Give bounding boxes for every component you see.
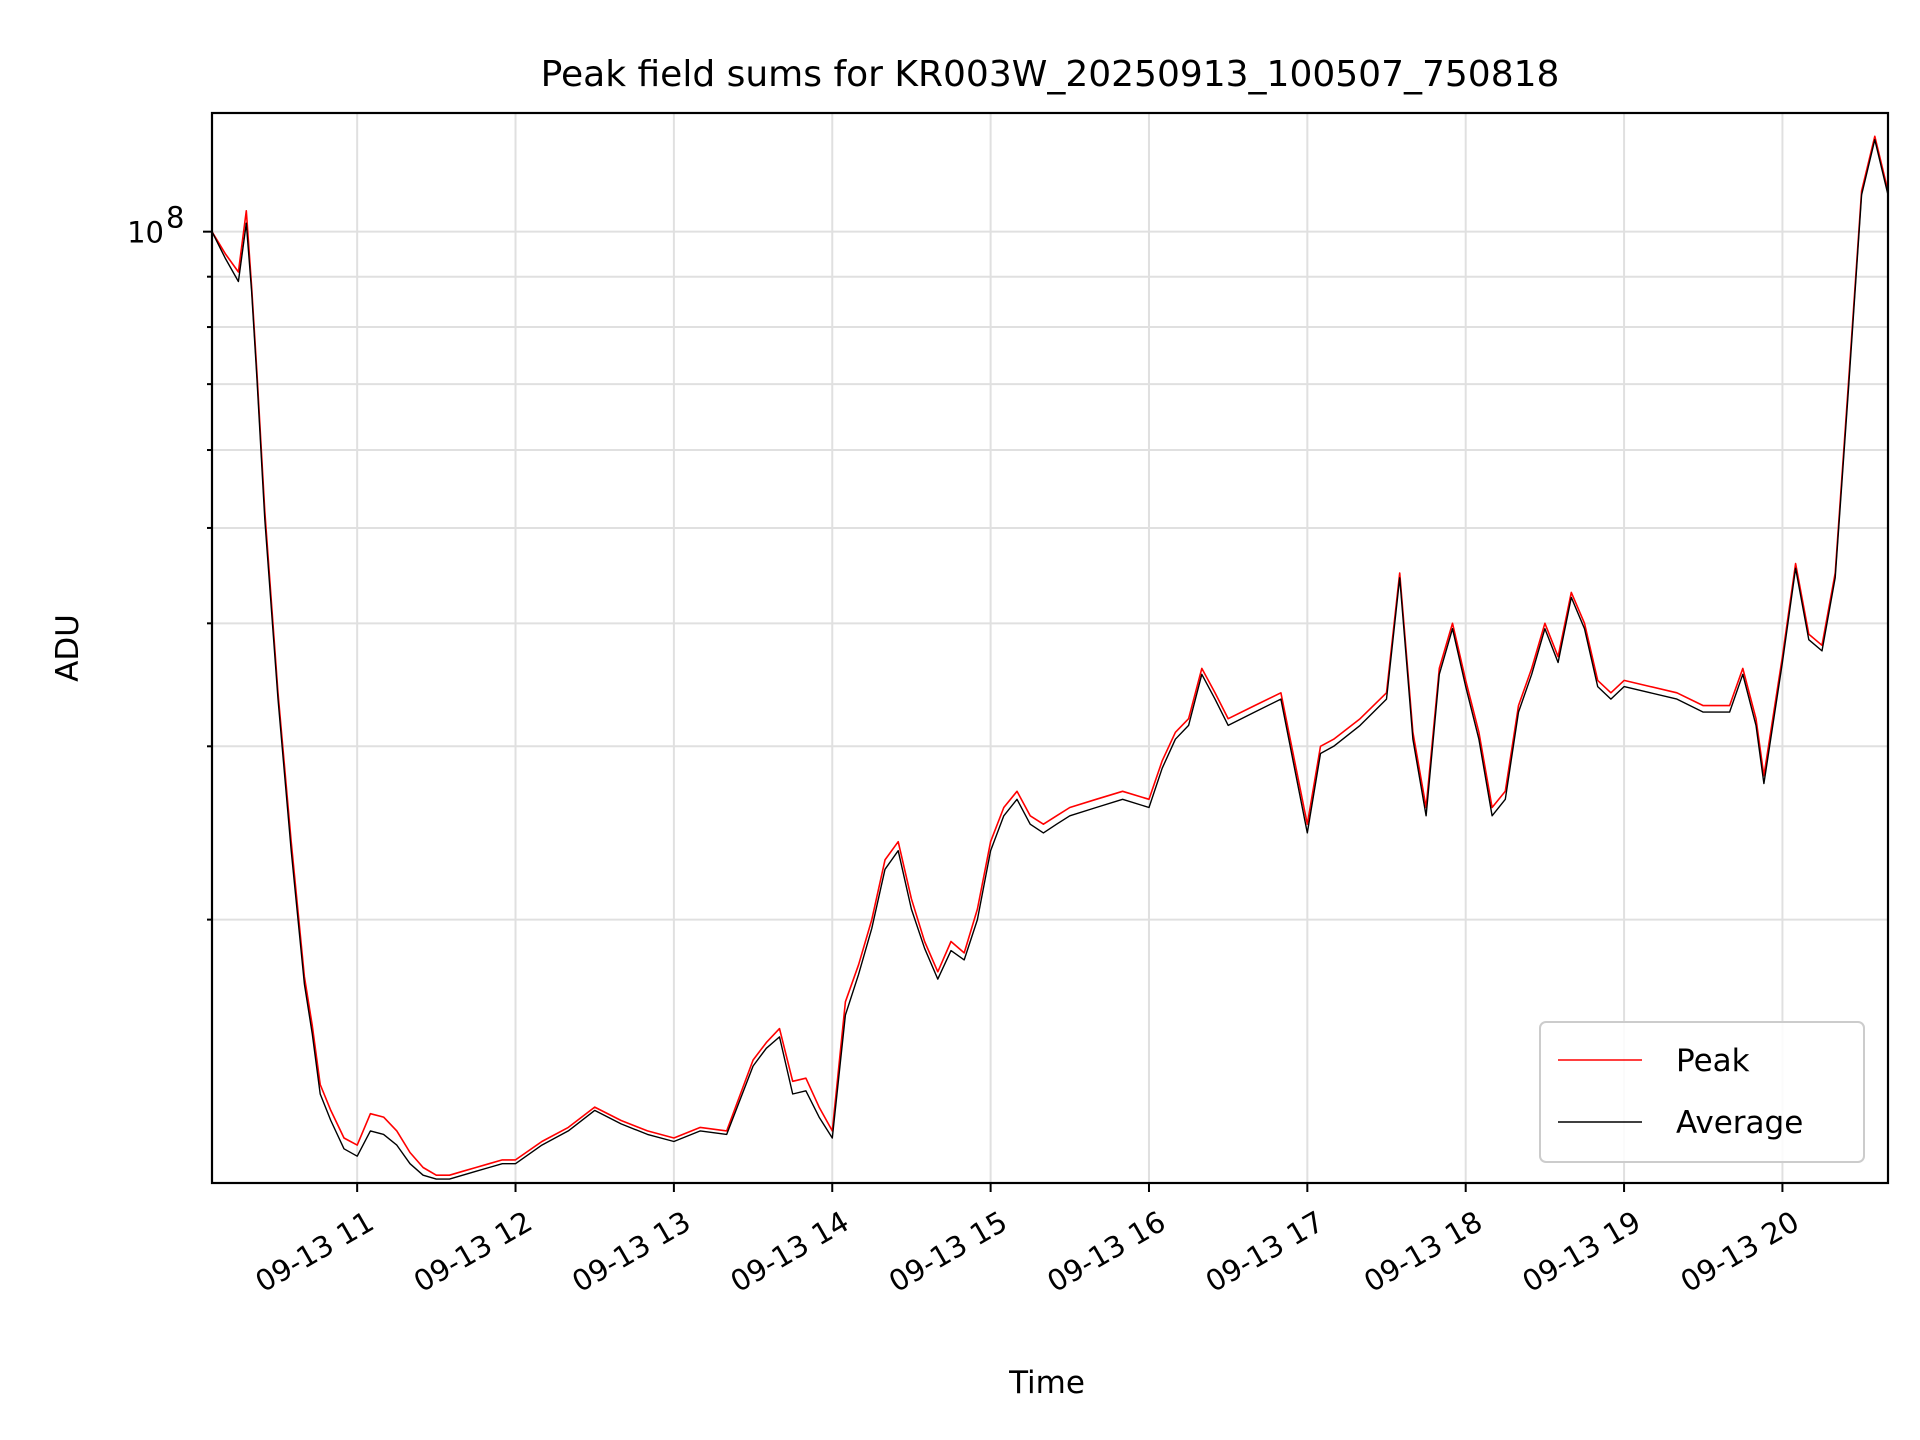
- chart-title: Peak field sums for KR003W_20250913_1005…: [541, 54, 1560, 95]
- legend: Peak Average: [1539, 1021, 1865, 1163]
- x-tick-label: 09-13 15: [883, 1204, 1013, 1299]
- series-line-average: [211, 138, 1889, 1180]
- x-tick-label: 09-13 18: [1358, 1204, 1488, 1299]
- x-tick-label: 09-13 14: [725, 1204, 855, 1299]
- legend-average-label: Average: [1676, 1105, 1803, 1141]
- x-axis-label: Time: [1008, 1365, 1085, 1401]
- x-tick-label: 09-13 16: [1041, 1204, 1171, 1299]
- x-tick-label: 09-13 20: [1675, 1204, 1805, 1299]
- series-line-peak: [211, 135, 1889, 1176]
- y-axis-label: ADU: [50, 614, 86, 682]
- legend-box: [1539, 1021, 1865, 1163]
- grid: [212, 113, 1888, 1183]
- x-tick-label: 09-13 17: [1200, 1204, 1330, 1299]
- legend-peak-label: Peak: [1676, 1043, 1750, 1079]
- x-tick-label: 09-13 13: [566, 1204, 696, 1299]
- x-tick-label: 09-13 19: [1516, 1204, 1646, 1299]
- x-tick-label: 09-13 12: [408, 1204, 538, 1299]
- y-tick-label: 10: [127, 216, 164, 250]
- plot-frame: [210, 111, 1890, 1185]
- y-tick-exponent: 8: [166, 201, 184, 235]
- x-tick-label: 09-13 11: [250, 1204, 380, 1299]
- series-layer: [211, 135, 1889, 1180]
